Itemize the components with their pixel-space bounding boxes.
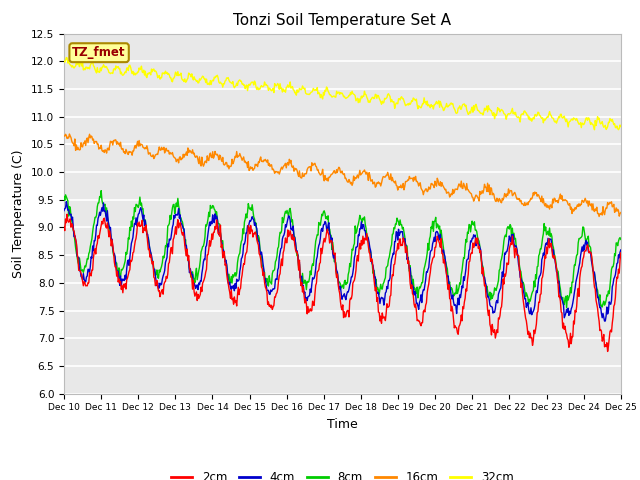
Text: TZ_fmet: TZ_fmet [72,46,126,59]
Title: Tonzi Soil Temperature Set A: Tonzi Soil Temperature Set A [234,13,451,28]
Legend: 2cm, 4cm, 8cm, 16cm, 32cm: 2cm, 4cm, 8cm, 16cm, 32cm [166,466,518,480]
Y-axis label: Soil Temperature (C): Soil Temperature (C) [12,149,26,278]
X-axis label: Time: Time [327,418,358,431]
